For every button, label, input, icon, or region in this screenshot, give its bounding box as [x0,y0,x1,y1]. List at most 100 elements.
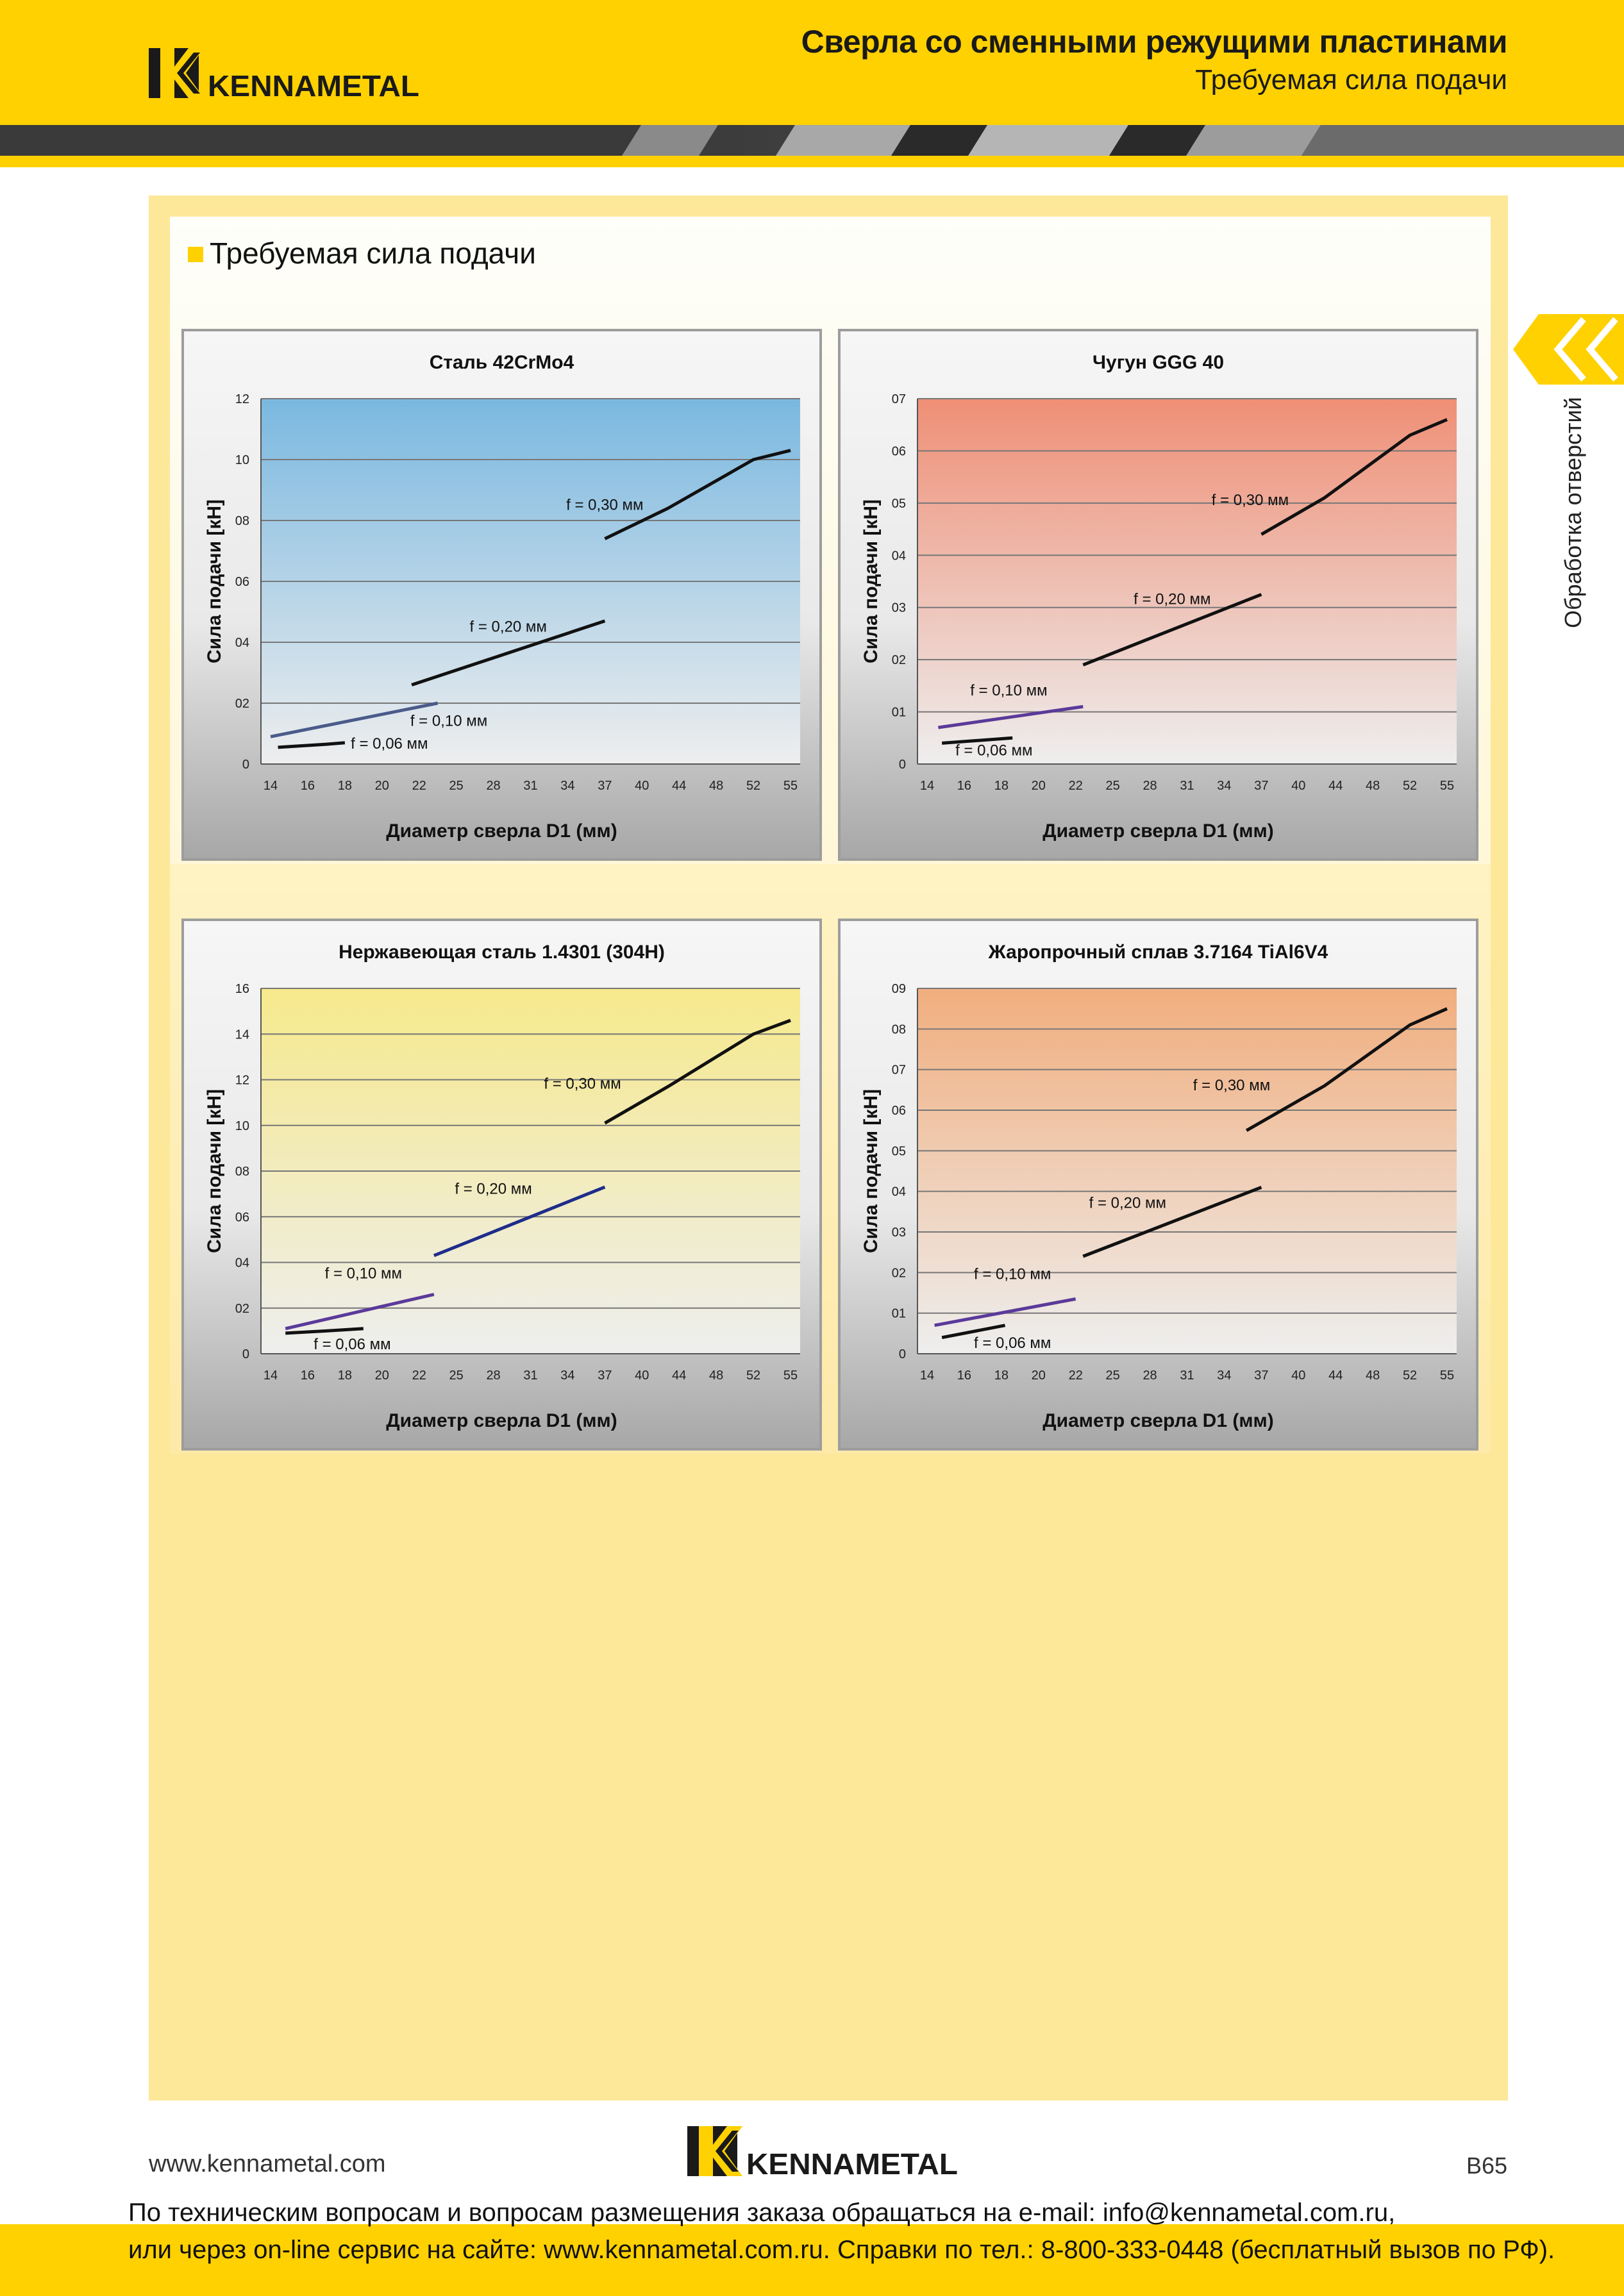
header-stripe [0,125,1624,156]
y-tick-label: 07 [892,1063,906,1077]
y-tick-label: 04 [235,1256,249,1270]
y-tick-label: 0 [242,758,249,772]
y-tick-label: 06 [892,444,906,458]
series-line [411,619,606,686]
x-tick-label: 48 [709,779,723,793]
chart-plot: 0 02 04 06 08 10 12 14 16 18 20 22 25 28 31 34 37 40 44 48 5… [235,392,800,793]
y-tick-label: 0 [899,1347,906,1361]
series-line [938,704,1084,729]
header-subtitle: Требуемая сила подачи [1195,64,1507,96]
y-tick-label: 02 [892,653,906,667]
x-tick-label: 44 [672,779,686,793]
series-line [1245,1007,1448,1132]
x-tick-label: 37 [598,779,612,793]
x-tick-label: 34 [560,779,574,793]
chart-title: Нержавеющая сталь 1.4301 (304H) [339,942,665,963]
y-tick-label: 14 [235,1027,249,1042]
y-axis-title: Сила подачи [кН] [204,499,226,664]
y-tick-label: 01 [892,706,906,720]
series-line [934,1297,1076,1327]
series-label: f = 0,30 мм [566,496,643,513]
side-tab-label: Обработка отверстий [1560,397,1586,628]
x-tick-label: 37 [1254,1368,1268,1383]
series-label: f = 0,30 мм [544,1076,621,1093]
x-tick-label: 20 [1032,1368,1046,1383]
x-tick-label: 34 [560,1368,574,1383]
y-tick-label: 08 [235,1165,249,1179]
x-tick-label: 40 [635,1368,649,1383]
footer-url-link[interactable]: www.kennametal.com [149,2150,386,2177]
y-tick-label: 12 [235,1074,249,1088]
x-tick-label: 20 [375,1368,389,1383]
section-title: Требуемая сила подачи [210,237,536,270]
x-tick-label: 16 [301,1368,315,1383]
series-label: f = 0,10 мм [410,713,487,730]
x-tick-label: 55 [1440,1368,1454,1383]
page-header: KENNAMETAL Сверла со сменными режущими п… [0,0,1624,125]
x-tick-label: 14 [264,1368,278,1383]
chart-title: Жаропрочный сплав 3.7164 TiAl6V4 [988,942,1328,963]
chart-stainless: Нержавеющая сталь 1.4301 (304H) 0 02 04 06 08… [181,919,822,1451]
y-tick-label: 05 [892,497,906,511]
y-tick-label: 09 [892,982,906,996]
x-tick-label: 20 [375,779,389,793]
x-tick-label: 25 [1106,779,1120,793]
chart-plot: 0 01 02 03 04 05 06 07 14 16 18 20 22 25 28 31 34 37 40 44 4… [892,392,1457,793]
series-line [941,1324,1006,1340]
x-axis-title: Диаметр сверла D1 (мм) [386,1410,617,1431]
series-label: f = 0,06 мм [955,742,1032,760]
series-line [942,736,1013,745]
x-tick-label: 48 [709,1368,723,1383]
footer-contact-line-1: По техническим вопросам и вопросам разме… [128,2199,1396,2227]
x-tick-label: 22 [1069,1368,1083,1383]
y-axis-title: Сила подачи [кН] [860,1088,882,1254]
x-tick-label: 37 [598,1368,612,1383]
y-tick-label: 08 [892,1022,906,1036]
section-bullet-icon [188,247,203,262]
series-line [604,1019,791,1125]
series-line [1082,1185,1262,1258]
x-tick-label: 44 [1328,779,1343,793]
x-tick-label: 18 [338,1368,352,1383]
series-label: f = 0,06 мм [314,1336,390,1353]
series-line [1082,593,1262,667]
plot-area [917,399,1457,764]
x-tick-label: 16 [957,779,971,793]
y-axis-title: Сила подачи [кН] [204,1088,226,1254]
footer-band [0,2224,1624,2296]
series-label: f = 0,30 мм [1212,492,1289,509]
x-axis-title: Диаметр сверла D1 (мм) [386,820,617,842]
x-tick-label: 25 [1106,1368,1120,1383]
x-tick-label: 48 [1366,1368,1380,1383]
x-axis-title: Диаметр сверла D1 (мм) [1042,1410,1274,1431]
side-chapter-tab[interactable] [1513,314,1624,385]
plot-area [917,988,1457,1354]
y-tick-label: 02 [235,697,249,711]
x-tick-label: 28 [1143,779,1157,793]
chart-title: Сталь 42CrMo4 [429,352,574,373]
x-tick-label: 18 [994,779,1009,793]
logo-wordmark: KENNAMETAL [208,69,419,103]
logo-k-inner [177,53,200,94]
series-label: f = 0,10 мм [325,1265,402,1282]
x-tick-label: 31 [1180,779,1194,793]
x-tick-label: 55 [783,1368,798,1383]
series-line [285,1327,364,1335]
x-tick-label: 25 [449,779,464,793]
x-tick-label: 18 [994,1368,1009,1383]
x-tick-label: 28 [486,779,500,793]
x-tick-label: 40 [1291,1368,1305,1383]
y-tick-label: 06 [235,575,249,589]
x-tick-label: 22 [1069,779,1083,793]
kennametal-logo: KENNAMETAL [149,48,419,103]
x-tick-label: 48 [1366,779,1380,793]
y-tick-label: 04 [892,1185,906,1199]
footer-contact-line-2: или через on-line сервис на сайте: www.k… [128,2236,1555,2264]
page-number: B65 [1466,2152,1507,2179]
series-line [270,701,439,738]
y-tick-label: 06 [235,1210,249,1224]
chart-cast-iron: Чугун GGG 40 0 01 02 03 04 05 06 07 14 16 18 20 22 25 2… [838,329,1478,861]
x-tick-label: 25 [449,1368,464,1383]
x-tick-label: 44 [1328,1368,1343,1383]
y-tick-label: 0 [899,758,906,772]
